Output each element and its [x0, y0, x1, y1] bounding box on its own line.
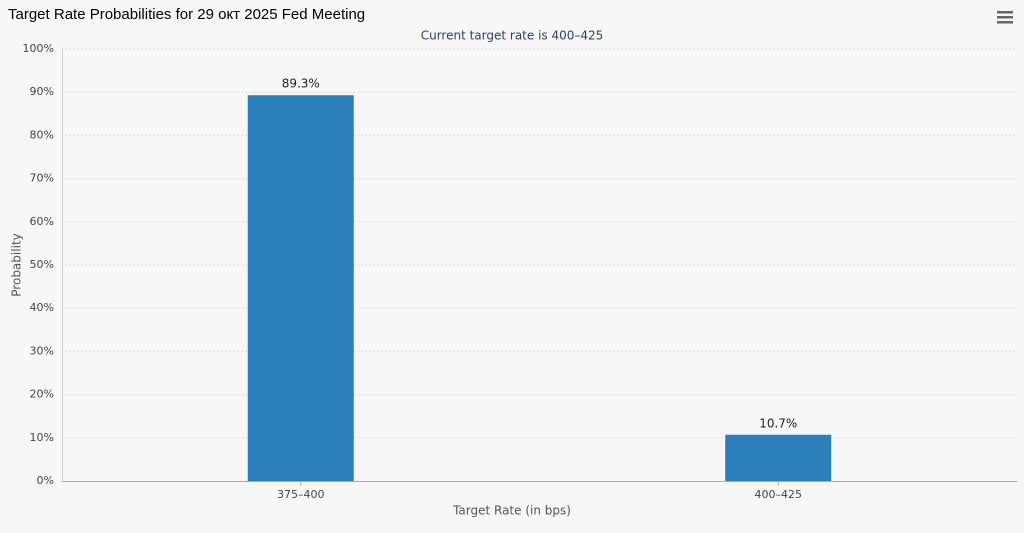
menu-line [997, 11, 1013, 14]
y-tick-label: 60% [30, 215, 54, 228]
y-tick-label: 50% [30, 258, 54, 271]
x-tick-label: 400–425 [755, 488, 803, 501]
x-tick-label: 375–400 [277, 488, 325, 501]
y-tick-label: 10% [30, 431, 54, 444]
bar [247, 95, 354, 481]
y-tick-label: 20% [30, 388, 54, 401]
y-tick-label: 40% [30, 301, 54, 314]
menu-line [997, 16, 1013, 19]
menu-button[interactable] [997, 11, 1013, 24]
y-tick-label: 0% [37, 474, 54, 487]
bar [725, 434, 832, 481]
y-tick-label: 80% [30, 128, 54, 141]
y-tick-label: 70% [30, 172, 54, 185]
chart-title: Target Rate Probabilities for 29 окт 202… [8, 6, 365, 23]
y-tick-label: 30% [30, 344, 54, 357]
y-tick-label: 100% [23, 42, 54, 55]
y-axis-title: Probability [10, 233, 24, 296]
y-tick-label: 90% [30, 85, 54, 98]
chart-subtitle: Current target rate is 400–425 [421, 29, 604, 43]
menu-line [997, 21, 1013, 24]
data-label: 89.3% [282, 77, 320, 91]
x-axis-title: Target Rate (in bps) [452, 504, 571, 518]
data-label: 10.7% [759, 416, 797, 430]
